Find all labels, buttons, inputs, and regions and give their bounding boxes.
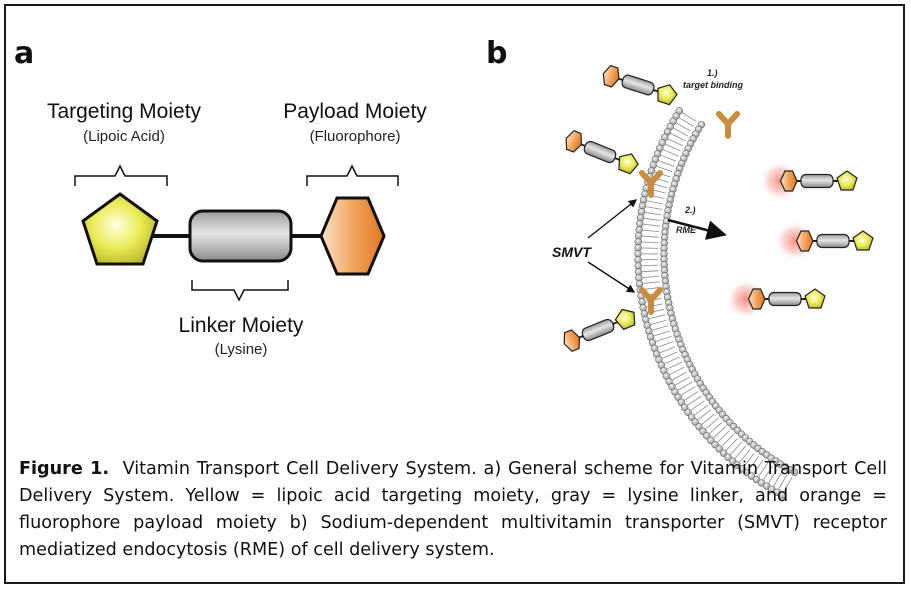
caption-text: Vitamin Transport Cell Delivery System. … [19,459,887,560]
payload-hexagon [319,196,386,276]
payload-bracket [306,164,399,186]
linker-capsule [188,209,293,263]
cell-membrane [634,107,799,499]
targeting-moiety-subtitle: (Lipoic Acid) [83,128,165,145]
step2-label: RME [676,225,696,235]
conjugate-internalized [779,170,858,192]
targeting-moiety-title: Targeting Moiety [46,100,202,123]
targeting-bracket [74,164,168,186]
rme-arrow [667,218,727,240]
step1-label: target binding [683,80,743,90]
smvt-arrow [587,261,636,293]
payload-moiety-subtitle: (Fluorophore) [309,128,401,145]
conjugate-internalized [747,288,826,310]
conjugate [559,304,640,354]
targeting-pentagon [81,192,159,266]
linker-bracket [191,280,289,302]
smvt-arrow [587,199,638,239]
step2-number: 2.) [685,205,696,215]
caption-label: Figure 1. [19,459,110,479]
linker-moiety-title: Linker Moiety [178,314,304,337]
panel-a [74,164,399,302]
linker-moiety-subtitle: (Lysine) [214,341,268,358]
conjugate-internalized [795,230,874,252]
smvt-receptor [719,114,737,136]
payload-moiety-title: Payload Moiety [283,100,427,123]
step1-number: 1.) [707,68,718,78]
conjugate [561,128,642,178]
smvt-label: SMVT [552,244,591,260]
panel-a-letter: a [14,36,35,71]
panel-b [559,63,874,499]
figure-caption: Figure 1. Vitamin Transport Cell Deliver… [19,456,887,564]
panel-b-letter: b [486,36,508,71]
conjugate [599,63,681,108]
